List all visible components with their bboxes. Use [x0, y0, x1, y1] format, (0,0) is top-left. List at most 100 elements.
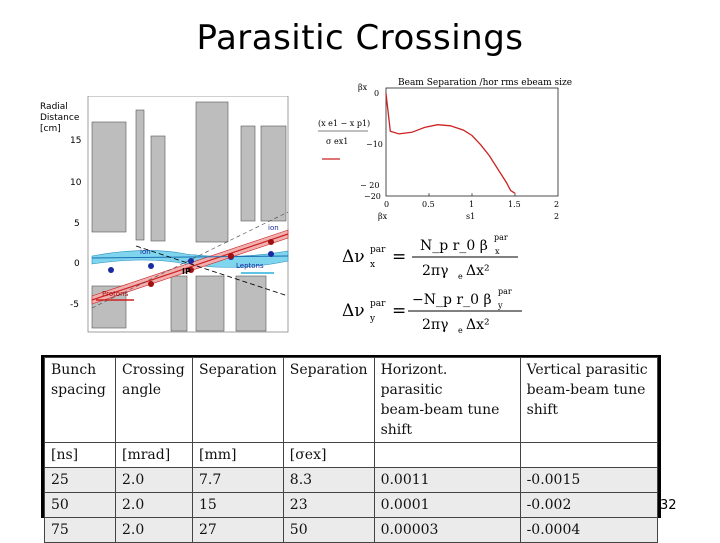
ylabel-line: Distance [40, 113, 80, 123]
beam-separation-plot: Beam Separation /hor rms ebeam size βx (… [318, 78, 572, 221]
header-separation-sigma: Separation [282, 357, 375, 443]
formula-x-num-sup: par [494, 233, 508, 242]
plot-xtick: 0.5 [422, 200, 435, 209]
bunch-markers [108, 239, 274, 287]
leptons-label: Leptons [236, 262, 264, 270]
formula-x-den: 2πγ [422, 263, 448, 279]
plot-xtick: 1.5 [508, 200, 521, 209]
formula-y-den-sub: e [458, 326, 463, 335]
formula-y-num-sup: par [498, 287, 512, 296]
proton-beam-axis [91, 233, 289, 301]
ion-label-right: ion [268, 224, 279, 232]
ion-beam-axis [91, 255, 289, 259]
table-cell: 23 [282, 492, 375, 518]
tune-shift-formulas: Δν par x = N_p r_0 β x par 2πγ e Δx² Δν … [342, 233, 522, 335]
bunch-dot [188, 258, 194, 264]
header-crossing-angle: Crossing angle [115, 357, 193, 443]
table-row: 50 2.0 15 23 0.0001 -0.002 [44, 492, 659, 518]
ytick-label: -5 [70, 300, 79, 310]
table-cell: 2.0 [115, 467, 193, 493]
table-cell: 2.0 [115, 517, 193, 543]
plot-ytick: − 20 [360, 181, 379, 190]
formula-y-lhs: Δν [342, 301, 365, 321]
table-cell: -0.002 [519, 492, 659, 518]
bunch-dot [148, 263, 154, 269]
formula-y-num-sub: y [497, 301, 503, 310]
ion-label: ion [140, 248, 151, 256]
table-cell: -0.0004 [519, 517, 659, 543]
table-units-row: [ns] [mrad] [mm] [σex] [44, 442, 659, 468]
table-cell: [mrad] [115, 442, 193, 468]
formula-x-den2: Δx² [466, 263, 490, 279]
plot-ylabel-denom: σ ex1 [326, 137, 348, 146]
ytick-label: 15 [70, 136, 81, 146]
ylabel-line: [cm] [40, 124, 61, 134]
table-row: 25 2.0 7.7 8.3 0.0011 -0.0015 [44, 467, 659, 493]
table-cell: 8.3 [282, 467, 375, 493]
formula-y-eq: = [392, 301, 406, 321]
formula-x-eq: = [392, 247, 406, 267]
magnet-blocks [91, 101, 287, 332]
crossing-dash [135, 245, 289, 297]
slide-title: Parasitic Crossings [196, 18, 524, 58]
ip-label: IP [182, 267, 191, 276]
table-cell: 0.00003 [373, 517, 521, 543]
formula-x-sup: par [370, 245, 386, 255]
table-cell: 27 [192, 517, 284, 543]
plot-x-symbol: s1 [466, 212, 475, 221]
plot-ytick: 0 [374, 89, 379, 98]
formula-y-sub: y [369, 314, 376, 324]
table-cell: [σex] [282, 442, 375, 468]
table-cell [373, 442, 521, 468]
ytick-label: 10 [70, 178, 82, 188]
table-header-row: Bunch spacing Crossing angle Separation Se… [44, 357, 659, 443]
formula-x-num-sub: x [495, 247, 500, 256]
table-cell: 50 [44, 492, 116, 518]
table-cell: 15 [192, 492, 284, 518]
ylabel-line: Radial [40, 102, 68, 112]
table-cell: 50 [282, 517, 375, 543]
header-separation-mm: Separation [192, 357, 284, 443]
diagram-frame [87, 96, 289, 333]
table-cell: 2.0 [115, 492, 193, 518]
table-cell: [ns] [44, 442, 116, 468]
bunch-dot [268, 251, 274, 257]
formula-y-num: −N_p r_0 β [412, 292, 492, 308]
table-cell: -0.0015 [519, 467, 659, 493]
plot-frame [385, 87, 559, 197]
formula-x-sub: x [370, 260, 375, 270]
table-cell: 0.0001 [373, 492, 521, 518]
bunch-dot [268, 239, 274, 245]
page-number: 32 [660, 498, 677, 513]
formula-x-lhs: Δν [342, 247, 365, 267]
crossing-dash [91, 211, 289, 309]
plot-ylabel-expr: (x e1 − x p1) [318, 119, 370, 128]
formula-y-sup: par [370, 299, 386, 309]
plot-xtick: 1 [469, 200, 474, 209]
plot-x-end: 2 [554, 212, 559, 221]
table-cell: 7.7 [192, 467, 284, 493]
table-cell: 75 [44, 517, 116, 543]
table-cell: 0.0011 [373, 467, 521, 493]
parasitic-crossing-table: Bunch spacing Crossing angle Separation Se… [41, 355, 661, 543]
bunch-dot [228, 253, 234, 259]
bunch-dot [188, 267, 194, 273]
protons-label: Protons [102, 290, 129, 298]
bunch-dot [108, 267, 114, 273]
plot-xtick: 2 [554, 200, 559, 209]
plot-title: Beam Separation /hor rms ebeam size [398, 78, 572, 88]
table-cell: [mm] [192, 442, 284, 468]
header-horizontal-tune-shift: Horizont. parasitic beam-beam tune shift [373, 357, 521, 443]
table-row: 75 2.0 27 50 0.00003 -0.0004 [44, 517, 659, 543]
formula-y-den: 2πγ [422, 317, 448, 333]
interaction-region-diagram: Radial Distance [cm] 15 10 5 0 -5 [40, 96, 289, 333]
table-cell: 25 [44, 467, 116, 493]
plot-ytick: −20 [364, 192, 381, 201]
bunch-dot [148, 281, 154, 287]
formula-y-den2: Δx² [466, 317, 490, 333]
plot-beta-symbol: βx [358, 83, 368, 92]
header-vertical-tune-shift: Vertical parasitic beam-beam tune shift [519, 357, 659, 443]
plot-ytick: −10 [366, 140, 383, 149]
plot-x-beta: βx [378, 212, 388, 221]
formula-x-num: N_p r_0 β [420, 238, 488, 254]
